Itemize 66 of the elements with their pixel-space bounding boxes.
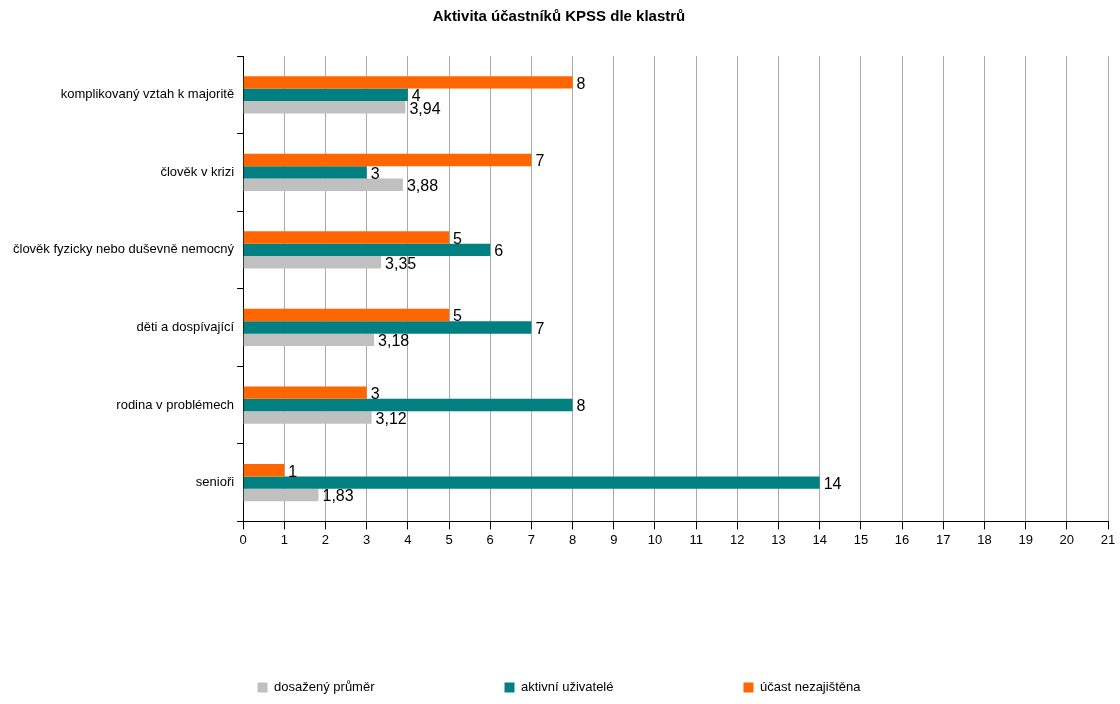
x-tick-label: 5 (445, 531, 453, 547)
y-tick-label: děti a dospívající (136, 319, 235, 335)
bar (243, 88, 408, 101)
bar (243, 308, 450, 322)
data-label: 3,12 (375, 409, 407, 427)
x-tick-label: 10 (647, 531, 663, 547)
y-tick-label: komplikovaný vztah k majoritě (60, 86, 235, 102)
bar (243, 476, 820, 489)
bar (243, 333, 375, 347)
data-label: 3,35 (385, 254, 417, 272)
data-label: 5 (453, 307, 463, 325)
data-label: 7 (535, 319, 545, 337)
data-label: 8 (576, 74, 586, 92)
bar (243, 386, 367, 399)
chart-title: Aktivita účastníků KPSS dle klastrů (432, 7, 686, 25)
y-tick-label: člověk v krizi (160, 163, 235, 179)
x-tick-label: 8 (568, 531, 577, 547)
x-tick-label: 15 (853, 531, 869, 547)
x-tick-label: 19 (1018, 531, 1033, 547)
data-label: 7 (535, 152, 545, 170)
bar (243, 321, 532, 334)
bar (243, 76, 573, 89)
x-tick-label: 13 (771, 531, 786, 547)
bar (243, 488, 319, 502)
data-label: 3 (370, 385, 380, 403)
x-tick-label: 12 (730, 531, 745, 547)
y-tick-label: člověk fyzicky nebo duševně nemocný (12, 241, 235, 257)
data-label: 3,18 (378, 332, 410, 350)
y-tick-label: senioři (195, 474, 235, 490)
bar (243, 464, 285, 477)
data-label: 3 (370, 164, 380, 182)
legend-label: dosažený průměr (274, 679, 376, 695)
x-tick-label: 11 (689, 531, 703, 547)
x-tick-label: 7 (527, 531, 536, 547)
bar (243, 100, 406, 114)
legend-label: účast nezajištěna (759, 679, 862, 695)
x-tick-label: 2 (321, 531, 330, 547)
legend-label: aktivní uživatelé (521, 679, 614, 695)
data-label: 1,83 (322, 487, 354, 505)
data-label: 14 (823, 475, 842, 493)
data-label: 6 (494, 242, 504, 260)
data-label: 5 (453, 229, 463, 247)
bar (243, 178, 403, 191)
x-tick-label: 1 (280, 531, 288, 547)
bar (243, 256, 382, 269)
bar (243, 243, 491, 257)
x-tick-label: 9 (610, 531, 618, 547)
x-tick-label: 6 (486, 531, 494, 547)
x-tick-label: 20 (1059, 531, 1075, 547)
x-tick-label: 17 (936, 531, 951, 547)
x-tick-label: 14 (812, 531, 827, 547)
bar (243, 153, 532, 167)
y-tick-label: rodina v problémech (116, 396, 235, 412)
data-label: 8 (576, 397, 586, 415)
x-tick-label: 16 (894, 531, 910, 547)
x-tick-label: 21 (1100, 531, 1116, 547)
bar (243, 398, 573, 412)
x-tick-label: 3 (363, 531, 371, 547)
x-tick-label: 18 (977, 531, 992, 547)
x-tick-label: 0 (239, 531, 247, 547)
x-tick-label: 4 (404, 531, 412, 547)
bar (243, 166, 367, 179)
bar (243, 411, 372, 424)
data-label: 1 (288, 462, 298, 480)
data-label: 3,88 (406, 177, 439, 195)
bar (243, 231, 450, 244)
